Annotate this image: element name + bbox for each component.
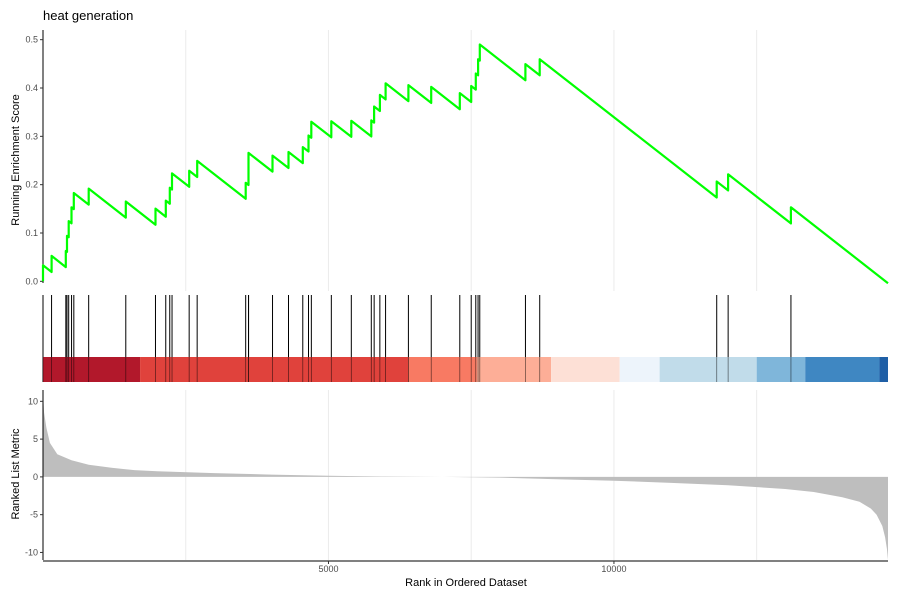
es-y-tick-label: 0.4 <box>25 83 38 93</box>
ranked-metric-panel: 10 5 0 -5 -10 5000 10000 <box>25 390 888 574</box>
rank-bar-segment <box>805 357 880 382</box>
es-y-tick-label: 0.5 <box>25 35 38 45</box>
rank-bar-segment <box>408 357 477 382</box>
rank-bar-segment <box>879 357 888 382</box>
es-y-tick-label: 0.2 <box>25 180 38 190</box>
metric-y-tick-label: 0 <box>33 472 38 482</box>
metric-y-tick-label: 10 <box>28 396 38 406</box>
rank-bar-segment <box>551 357 620 382</box>
es-y-tick-label: 0.0 <box>25 276 38 286</box>
rank-bar-segment <box>659 357 757 382</box>
x-tick-label: 5000 <box>318 564 338 574</box>
ranked-metric-area <box>43 393 888 560</box>
es-line <box>41 43 889 285</box>
metric-y-axis-label: Ranked List Metric <box>10 428 22 520</box>
rank-bar-segment <box>756 357 806 382</box>
x-axis-label: Rank in Ordered Dataset <box>405 577 527 589</box>
rank-bar-segment <box>140 357 409 382</box>
rank-bar-segment <box>476 357 552 382</box>
es-y-axis-label: Running Enrichment Score <box>10 94 22 225</box>
es-y-tick-label: 0.3 <box>25 131 38 141</box>
metric-y-tick-label: -10 <box>25 547 38 557</box>
rank-bar-segment <box>619 357 660 382</box>
rank-bar-segment <box>43 357 141 382</box>
metric-y-tick-label: -5 <box>30 510 38 520</box>
chart-title: heat generation <box>43 8 134 23</box>
es-y-tick-label: 0.1 <box>25 228 38 238</box>
metric-y-tick-label: 5 <box>33 434 38 444</box>
axis-labels: Rank in Ordered Dataset Running Enrichmen… <box>10 94 527 589</box>
x-tick-label: 10000 <box>601 564 626 574</box>
ranking-color-bar <box>42 357 888 382</box>
es-panel: 0.0 0.1 0.2 0.3 0.4 0.5 <box>25 30 889 560</box>
